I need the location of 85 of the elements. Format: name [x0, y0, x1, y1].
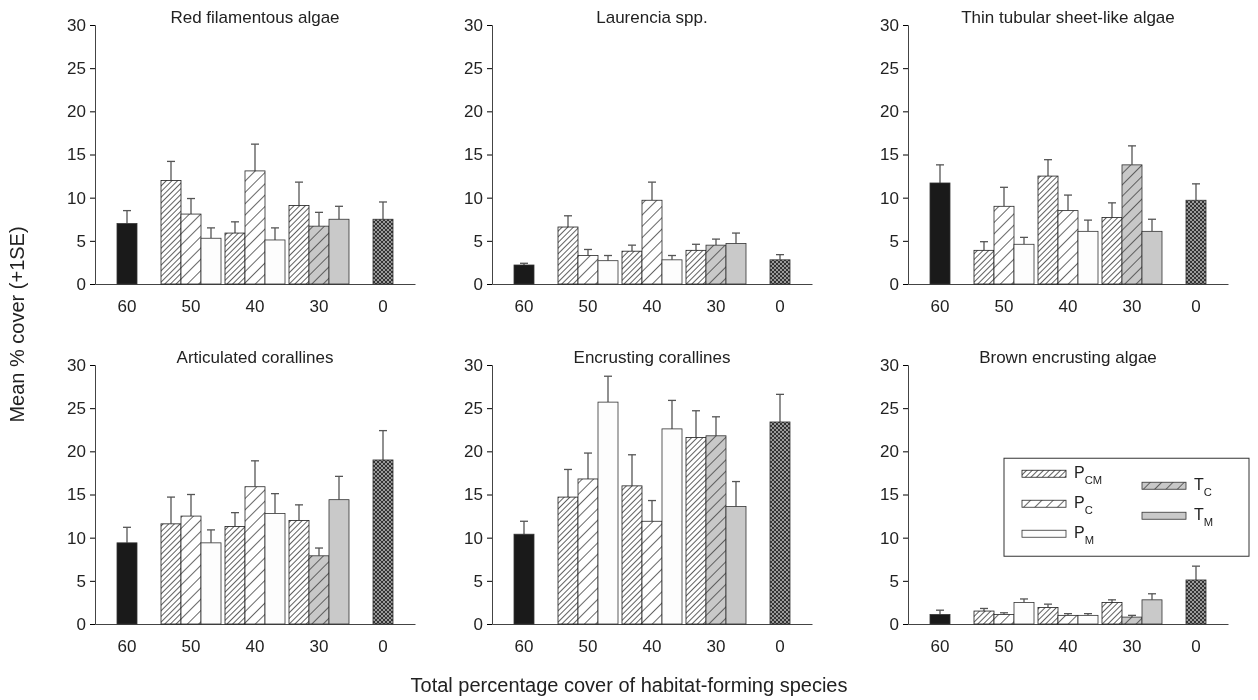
y-tick-label: 25: [464, 399, 483, 419]
x-tick-label: 40: [642, 637, 662, 657]
y-tick-label: 5: [473, 231, 483, 251]
y-tick-label: 20: [464, 102, 483, 122]
y-tick-label: 25: [880, 399, 899, 419]
y-tick-label: 10: [67, 528, 86, 548]
y-tick-label: 25: [67, 59, 86, 79]
x-tick-label: 50: [994, 637, 1014, 657]
y-tick-label: 20: [464, 442, 483, 462]
y-tick-label: 0: [76, 274, 86, 294]
y-tick-label: 25: [67, 399, 86, 419]
y-tick-label: 20: [67, 442, 86, 462]
x-tick-label: 0: [775, 637, 785, 657]
y-tick-label: 30: [880, 355, 899, 375]
y-tick-label: 10: [464, 528, 483, 548]
x-tick-label: 30: [706, 637, 726, 657]
legend-label: T$_{M}$: [1194, 506, 1214, 529]
x-tick-label: 60: [930, 297, 950, 317]
y-tick-label: 0: [889, 274, 899, 294]
y-tick-label: 5: [889, 231, 899, 251]
x-tick-label: 60: [117, 297, 137, 317]
y-tick-label: 30: [67, 355, 86, 375]
y-tick-label: 5: [889, 571, 899, 591]
chart-title: Articulated corallines: [176, 348, 334, 367]
y-tick-label: 10: [67, 188, 86, 208]
x-tick-label: 40: [245, 297, 265, 317]
y-tick-label: 30: [464, 355, 483, 375]
legend-label: P$_{CM}$: [1074, 464, 1103, 487]
x-tick-label: 50: [578, 297, 598, 317]
x-tick-label: 60: [117, 637, 137, 657]
y-tick-label: 15: [67, 485, 86, 505]
y-tick-label: 15: [880, 485, 899, 505]
y-tick-label: 30: [464, 15, 483, 35]
y-tick-label: 25: [880, 59, 899, 79]
x-tick-label: 30: [706, 297, 726, 317]
y-axis-title: Mean % cover (+1SE): [6, 226, 28, 423]
y-tick-label: 15: [464, 485, 483, 505]
x-tick-label: 0: [378, 637, 388, 657]
x-tick-label: 60: [514, 297, 534, 317]
chart-title: Laurencia spp.: [596, 8, 708, 27]
y-tick-label: 0: [473, 274, 483, 294]
x-tick-label: 50: [994, 297, 1014, 317]
y-tick-label: 15: [67, 145, 86, 165]
y-tick-label: 15: [880, 145, 899, 165]
x-tick-label: 50: [181, 637, 201, 657]
x-tick-label: 30: [309, 637, 329, 657]
x-axis-title: Total percentage cover of habitat-forming species: [410, 674, 848, 696]
x-tick-label: 0: [1191, 637, 1201, 657]
y-tick-label: 10: [880, 188, 899, 208]
chart-title: Encrusting corallines: [573, 348, 731, 367]
legend-label: P$_{C}$: [1074, 494, 1093, 517]
x-tick-label: 60: [514, 637, 534, 657]
y-tick-label: 25: [464, 59, 483, 79]
chart-title: Red filamentous algae: [170, 8, 340, 27]
y-tick-label: 10: [464, 188, 483, 208]
y-tick-label: 20: [880, 442, 899, 462]
y-tick-label: 5: [473, 571, 483, 591]
x-tick-label: 40: [245, 637, 265, 657]
chart-title: Brown encrusting algae: [979, 348, 1157, 367]
y-tick-label: 10: [880, 528, 899, 548]
legend-label: P$_{M}$: [1074, 524, 1094, 547]
y-tick-label: 15: [464, 145, 483, 165]
y-tick-label: 0: [473, 614, 483, 634]
x-tick-label: 40: [1058, 297, 1078, 317]
x-tick-label: 50: [181, 297, 201, 317]
x-tick-label: 0: [775, 297, 785, 317]
y-tick-label: 0: [889, 614, 899, 634]
y-tick-label: 20: [67, 102, 86, 122]
x-tick-label: 30: [1122, 637, 1142, 657]
y-tick-label: 0: [76, 614, 86, 634]
x-tick-label: 0: [1191, 297, 1201, 317]
x-tick-label: 40: [642, 297, 662, 317]
y-tick-label: 5: [76, 571, 86, 591]
y-tick-label: 30: [67, 15, 86, 35]
y-tick-label: 20: [880, 102, 899, 122]
x-tick-label: 30: [1122, 297, 1142, 317]
x-tick-label: 50: [578, 637, 598, 657]
legend-label: T$_{C}$: [1194, 476, 1212, 499]
x-tick-label: 40: [1058, 637, 1078, 657]
chart-title: Thin tubular sheet-like algae: [961, 8, 1175, 27]
y-tick-label: 5: [76, 231, 86, 251]
x-tick-label: 30: [309, 297, 329, 317]
x-tick-label: 60: [930, 637, 950, 657]
x-tick-label: 0: [378, 297, 388, 317]
y-tick-label: 30: [880, 15, 899, 35]
